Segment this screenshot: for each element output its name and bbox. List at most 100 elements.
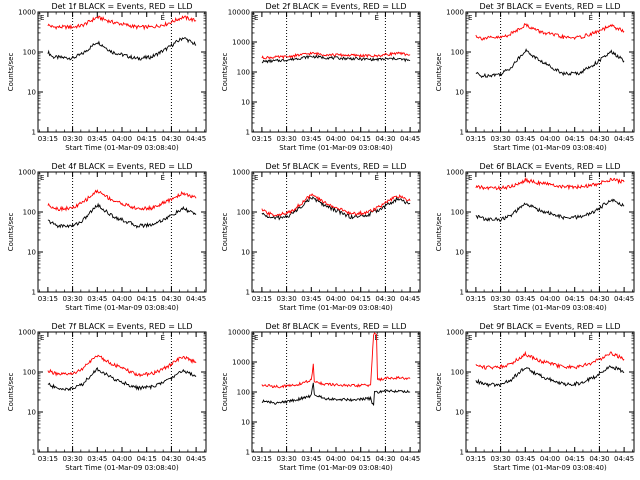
y-tick-label: 100: [451, 209, 464, 217]
x-axis-label: Start Time (01-Mar-09 03:08:40): [279, 464, 393, 472]
x-tick-label: 03:15: [466, 135, 486, 143]
x-tick-label: 03:30: [62, 455, 82, 463]
panel-title: Det 4f BLACK = Events, RED = LLD: [51, 162, 192, 171]
series-line-events: [261, 54, 411, 64]
y-tick-label: 1: [246, 449, 250, 457]
y-tick-label: 1: [32, 129, 36, 137]
plot-frame: [251, 171, 421, 293]
x-tick-label: 04:45: [186, 135, 206, 143]
annotation-label: E: [254, 334, 258, 342]
series-line-events: [47, 37, 197, 61]
x-tick-label: 04:15: [137, 295, 157, 303]
x-tick-label: 04:15: [137, 135, 157, 143]
x-tick-label: 04:30: [161, 455, 181, 463]
x-tick-label: 03:30: [62, 135, 82, 143]
x-axis-label: Start Time (01-Mar-09 03:08:40): [279, 144, 393, 152]
panel-title: Det 5f BLACK = Events, RED = LLD: [265, 162, 406, 171]
x-tick-label: 04:45: [614, 455, 634, 463]
x-tick-label: 03:30: [276, 135, 296, 143]
series-line-lld: [475, 350, 625, 370]
series-line-events: [475, 48, 625, 79]
y-tick-label: 10: [455, 89, 464, 97]
y-tick-label: 1000: [446, 9, 464, 17]
x-tick-label: 04:30: [589, 135, 609, 143]
x-tick-label: 03:15: [252, 455, 272, 463]
series-line-lld: [475, 176, 625, 191]
annotation-label: E: [589, 14, 593, 22]
x-axis-label: Start Time (01-Mar-09 03:08:40): [493, 144, 607, 152]
series-line-lld: [261, 193, 411, 217]
detector-panel-3: Det 3f BLACK = Events, RED = LLD 1 10 100 10…: [435, 2, 635, 152]
x-tick-label: 03:45: [515, 455, 535, 463]
y-tick-label: 1000: [232, 359, 250, 367]
annotation-label: E: [589, 334, 593, 342]
x-axis-label: Start Time (01-Mar-09 03:08:40): [65, 144, 179, 152]
detector-panel-2: Det 2f BLACK = Events, RED = LLD 1 10 100 10…: [221, 2, 421, 152]
series-line-events: [47, 202, 197, 229]
panel-title: Det 6f BLACK = Events, RED = LLD: [479, 162, 620, 171]
y-tick-label: 10: [27, 249, 36, 257]
x-tick-label: 04:30: [161, 295, 181, 303]
x-tick-label: 04:00: [326, 455, 346, 463]
y-tick-label: 1: [32, 449, 36, 457]
x-tick-label: 04:15: [351, 295, 371, 303]
annotation-label: E: [375, 174, 379, 182]
y-axis-label: Counts/sec: [7, 53, 15, 92]
plot-frame: [465, 171, 635, 293]
panel-title: Det 2f BLACK = Events, RED = LLD: [265, 2, 406, 11]
y-tick-label: 10: [27, 89, 36, 97]
y-tick-label: 1000: [18, 169, 36, 177]
annotation-label: E: [161, 14, 165, 22]
annotation-label: E: [254, 14, 258, 22]
x-axis-label: Start Time (01-Mar-09 03:08:40): [493, 464, 607, 472]
y-tick-label: 1: [460, 449, 464, 457]
x-tick-label: 04:45: [186, 295, 206, 303]
y-tick-label: 100: [237, 209, 250, 217]
x-tick-label: 04:00: [112, 455, 132, 463]
detector-panel-8: Det 8f BLACK = Events, RED = LLD 1 10 100 10…: [221, 322, 421, 472]
plot-frame: [37, 171, 207, 293]
series-line-lld: [47, 15, 197, 31]
plot-frame: [465, 11, 635, 133]
series-line-events: [475, 365, 625, 388]
y-tick-label: 100: [23, 209, 36, 217]
x-tick-label: 04:30: [589, 295, 609, 303]
y-tick-label: 1000: [232, 39, 250, 47]
y-tick-label: 1: [246, 289, 250, 297]
x-tick-label: 03:45: [515, 295, 535, 303]
x-tick-label: 03:45: [87, 455, 107, 463]
x-tick-label: 03:15: [466, 295, 486, 303]
x-tick-label: 04:15: [351, 455, 371, 463]
y-tick-label: 100: [451, 49, 464, 57]
y-axis-label: Counts/sec: [435, 213, 443, 252]
series-line-lld: [475, 22, 625, 41]
x-tick-label: 03:45: [301, 295, 321, 303]
annotation-label: E: [254, 174, 258, 182]
y-tick-label: 1: [246, 129, 250, 137]
x-tick-label: 04:30: [161, 135, 181, 143]
annotation-label: E: [40, 174, 44, 182]
y-tick-label: 100: [23, 369, 36, 377]
panel-title: Det 3f BLACK = Events, RED = LLD: [479, 2, 620, 11]
panel-title: Det 9f BLACK = Events, RED = LLD: [479, 322, 620, 331]
series-line-lld: [47, 354, 197, 378]
y-axis-label: Counts/sec: [435, 53, 443, 92]
annotation-label: E: [40, 14, 44, 22]
x-tick-label: 03:30: [62, 295, 82, 303]
x-tick-label: 04:30: [375, 295, 395, 303]
x-tick-label: 03:30: [276, 295, 296, 303]
y-tick-label: 1000: [18, 329, 36, 337]
x-tick-label: 04:45: [400, 295, 420, 303]
x-tick-label: 03:45: [87, 295, 107, 303]
series-line-lld: [47, 189, 197, 213]
annotation-label: E: [468, 334, 472, 342]
detector-panel-4: Det 4f BLACK = Events, RED = LLD 1 10 100 10…: [7, 162, 207, 312]
series-line-lld: [261, 332, 411, 389]
x-axis-label: Start Time (01-Mar-09 03:08:40): [279, 304, 393, 312]
plot-frame: [251, 11, 421, 133]
panel-title: Det 7f BLACK = Events, RED = LLD: [51, 322, 192, 331]
x-tick-label: 04:45: [614, 295, 634, 303]
panel-title: Det 1f BLACK = Events, RED = LLD: [51, 2, 192, 11]
x-tick-label: 03:15: [252, 295, 272, 303]
